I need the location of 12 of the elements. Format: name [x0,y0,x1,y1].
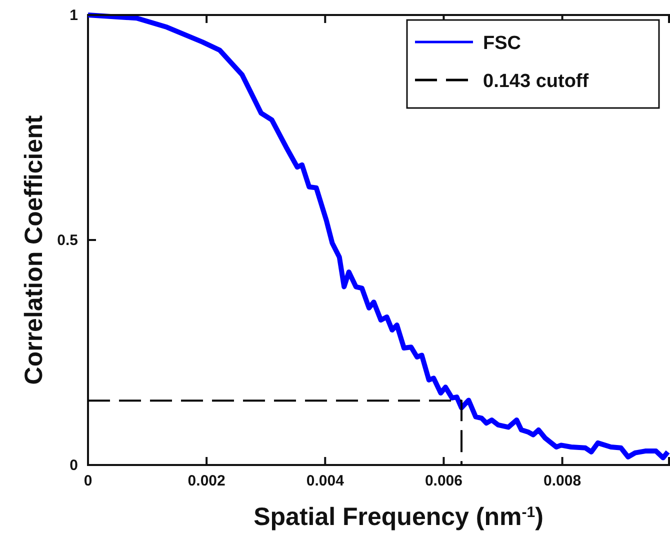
x-tick-label: 0 [84,472,92,490]
x-tick-label: 0.004 [306,472,345,490]
x-tick-label: 0.002 [188,472,226,490]
y-tick-label: 1 [70,6,78,24]
legend-label: FSC [483,33,522,54]
y-axis-title: Correlation Coefficient [20,114,48,385]
x-axis-title: Spatial Frequency (nm$^{-1}$) [254,503,544,531]
x-tick-label: 0.008 [544,472,582,490]
legend-label: 0.143 cutoff [483,71,590,92]
y-tick-label: 0 [70,456,78,474]
x-tick-label: 0.006 [424,472,462,490]
y-tick-label: 0.5 [57,232,78,249]
